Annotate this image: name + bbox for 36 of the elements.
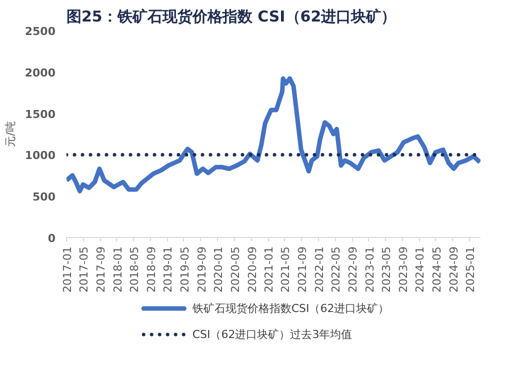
x-tick-label: 2023-09 [396,246,410,292]
x-tick-label: 2021-09 [296,246,310,292]
line-series [66,76,480,194]
x-tick-label: 2025-01 [464,246,478,292]
x-tick-label: 2022-09 [346,246,360,292]
x-tick-label: 2024-05 [430,246,444,292]
legend-label: 铁矿石现货价格指数CSI（62进口块矿） [191,302,390,315]
x-tick-label: 2020-01 [212,246,226,292]
y-tick-label: 2500 [24,25,56,38]
y-tick-label: 500 [32,190,56,204]
x-tick-label: 2023-01 [363,246,376,292]
y-tick-label: 0 [48,232,56,245]
x-tick-label: 2018-01 [111,246,124,292]
x-tick-label: 2019-01 [162,246,175,292]
x-tick-label: 2022-01 [312,246,326,292]
x-tick-label: 2021-05 [279,246,292,292]
x-tick-label: 2020-09 [246,246,259,292]
x-tick-label: 2022-05 [330,246,343,292]
y-tick-label: 1500 [24,108,56,121]
x-tick-label: 2024-09 [447,246,460,292]
y-tick-label: 2000 [24,66,56,80]
x-tick-label: 2024-01 [414,246,427,292]
x-tick-label: 2018-05 [128,246,141,292]
x-tick-label: 2019-09 [195,246,208,292]
x-tick-label: 2021-01 [262,246,276,292]
x-tick-label: 2018-09 [144,246,158,292]
y-tick-label: 1000 [24,149,56,162]
chart-title: 图25：铁矿石现货价格指数 CSI（62进口块矿） [66,8,396,26]
x-tick-label: 2017-05 [78,246,91,292]
y-axis-title: 元/吨 [4,121,17,147]
x-tick-label: 2017-01 [61,246,74,292]
legend-label: CSI（62进口块矿）过去3年均值 [192,328,352,341]
x-tick-label: 2023-05 [380,246,393,292]
x-tick-label: 2019-05 [178,246,192,292]
x-tick-label: 2020-05 [228,246,242,292]
x-tick-label: 2017-09 [94,246,108,292]
